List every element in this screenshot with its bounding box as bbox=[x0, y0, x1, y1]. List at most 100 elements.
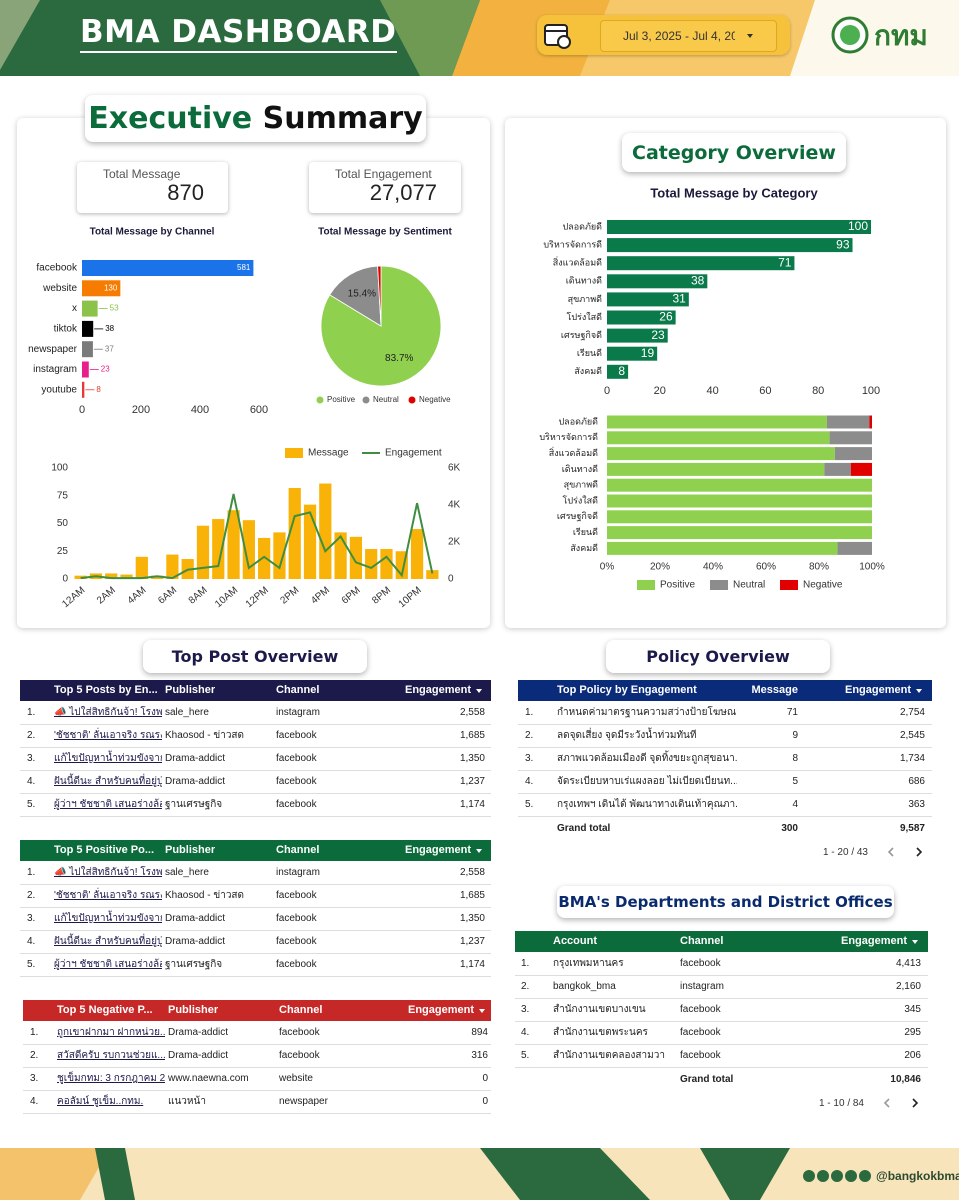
table-cell: sale_here bbox=[165, 867, 209, 878]
footer-shape bbox=[95, 1148, 135, 1200]
chevron[interactable] bbox=[912, 1098, 919, 1108]
table-row: 1. กำหนดค่ามาตรฐานความสว่างป้ายโฆษณา 71 2,7… bbox=[518, 701, 932, 725]
table-cell: facebook bbox=[276, 936, 317, 947]
table-row: 4. สำนักงานเขตพระนคร facebook 295 bbox=[515, 1021, 928, 1045]
table-cell[interactable]: ถูกเขาฝากมา ฝากหน่วย... bbox=[57, 1027, 165, 1038]
column-header[interactable]: Engagement bbox=[380, 840, 485, 861]
social-icon[interactable] bbox=[831, 1170, 843, 1182]
table-cell: facebook bbox=[276, 959, 317, 970]
table-cell: facebook bbox=[680, 1027, 721, 1038]
table-cell: 5. bbox=[27, 959, 36, 970]
bma-emblem bbox=[831, 16, 869, 54]
table-cell[interactable]: 'ชัชชาติ' ลั่นเอาจริง รณรงค์... bbox=[54, 890, 162, 901]
table-cell: Khaosod - ข่าวสด bbox=[165, 890, 245, 901]
total-cell: 300 bbox=[781, 823, 798, 834]
table-cell[interactable]: แก้ไขปัญหาน้ำท่วมขังจาก... bbox=[54, 753, 162, 764]
table-cell: 345 bbox=[904, 1004, 921, 1015]
table-header: Top 5 Negative P... Publisher Channel Engag… bbox=[23, 1000, 491, 1021]
social-icon[interactable] bbox=[803, 1170, 815, 1182]
table-cell[interactable]: ฝันนี้ดีนะ สำหรับคนที่อยู่ปู่... bbox=[54, 936, 162, 947]
table-cell: 4. bbox=[27, 776, 36, 787]
table-cell[interactable]: 'ชัชชาติ' ลั่นเอาจริง รณรงค์... bbox=[54, 730, 162, 741]
table-cell: ฐานเศรษฐกิจ bbox=[165, 799, 223, 810]
next-page[interactable] bbox=[910, 1097, 920, 1109]
footer-handle: @bangkokbma bbox=[876, 1169, 959, 1183]
table-cell: 1. bbox=[525, 707, 534, 718]
table-cell: 3. bbox=[30, 1073, 39, 1084]
prev-page[interactable] bbox=[886, 846, 896, 858]
section-title: Category Overview bbox=[622, 133, 846, 172]
table-cell: 4. bbox=[30, 1096, 39, 1107]
kpi-value: 27,077 bbox=[369, 180, 437, 205]
header-shape bbox=[0, 0, 480, 76]
table-cell: 2. bbox=[27, 730, 36, 741]
chevron[interactable] bbox=[887, 847, 894, 857]
column-header[interactable]: Engagement bbox=[795, 931, 921, 952]
social-icon[interactable] bbox=[859, 1170, 871, 1182]
table-cell[interactable]: 📣 ไปใส่สิทธิกันจ้า! โรงพ... bbox=[54, 707, 162, 718]
table-cell: Drama-addict bbox=[165, 776, 226, 787]
column-header[interactable]: Engagement bbox=[383, 1000, 488, 1021]
chevron[interactable] bbox=[916, 847, 923, 857]
table-row: 4. คอลัมน์ ชูเข็ม..กทม. แนวหน้า newspaper 0 bbox=[23, 1090, 491, 1114]
table-cell[interactable]: ชูเข็มกทม: 3 กรกฎาคม 2... bbox=[57, 1073, 165, 1084]
table-row: 2. ลดจุดเสี่ยง จุดมีระวังน้ำท่วมทันที 9 2,5… bbox=[518, 724, 932, 748]
table-row: 3. สำนักงานเขตบางเขน facebook 345 bbox=[515, 998, 928, 1022]
table-cell: 71 bbox=[786, 707, 798, 718]
table-row: 3. แก้ไขปัญหาน้ำท่วมขังจาก...Drama-addict… bbox=[20, 907, 491, 931]
date-range[interactable]: Jul 3, 2025 - Jul 4, 2025 bbox=[623, 29, 735, 43]
table-cell: facebook bbox=[680, 1004, 721, 1015]
table-cell: instagram bbox=[680, 981, 724, 992]
table-row: 1. 📣 ไปใส่สิทธิกันจ้า! โรงพ... sale_here in… bbox=[20, 701, 491, 725]
date-picker[interactable]: Jul 3, 2025 - Jul 4, 2025 bbox=[600, 20, 777, 52]
table-cell: instagram bbox=[276, 707, 320, 718]
table-cell: 1,174 bbox=[459, 959, 485, 970]
dropdown-arrow[interactable] bbox=[747, 34, 753, 38]
table-cell[interactable]: คอลัมน์ ชูเข็ม..กทม. bbox=[57, 1096, 144, 1107]
column-header: Channel bbox=[276, 844, 320, 856]
table-row: 4. ฝันนี้ดีนะ สำหรับคนที่อยู่ปู่... Drama-… bbox=[20, 930, 491, 954]
column-header: Channel bbox=[680, 935, 724, 947]
table-row: 2. 'ชัชชาติ' ลั่นเอาจริง รณรงค์...Khaosod… bbox=[20, 884, 491, 908]
social-icons bbox=[803, 1170, 871, 1182]
table-cell[interactable]: สวัสดีครับ รบกวนช่วยแ... bbox=[57, 1050, 165, 1061]
table-cell[interactable]: แก้ไขปัญหาน้ำท่วมขังจาก... bbox=[54, 913, 162, 924]
next-page[interactable] bbox=[914, 846, 924, 858]
table-cell: 295 bbox=[904, 1027, 921, 1038]
table-cell[interactable]: ฝันนี้ดีนะ สำหรับคนที่อยู่ปู่... bbox=[54, 776, 162, 787]
social-icon[interactable] bbox=[845, 1170, 857, 1182]
table-cell: facebook bbox=[276, 913, 317, 924]
footer-shape bbox=[480, 1148, 650, 1200]
table-cell: www.naewna.com bbox=[168, 1073, 249, 1084]
table-row: 1. กรุงเทพมหานคร facebook 4,413 bbox=[515, 952, 928, 976]
section-title: BMA's Departments and District Offices bbox=[557, 886, 894, 918]
table-cell[interactable]: 📣 ไปใส่สิทธิกันจ้า! โรงพ... bbox=[54, 867, 162, 878]
table-row: 3. ชูเข็มกทม: 3 กรกฎาคม 2... www.naewna.co… bbox=[23, 1067, 491, 1091]
kpi-card: Total Engagement 27,077 bbox=[309, 162, 461, 213]
table-row: 1. 📣 ไปใส่สิทธิกันจ้า! โรงพ... sale_here in… bbox=[20, 861, 491, 885]
total-cell: Grand total bbox=[680, 1074, 734, 1085]
table-cell: 2,558 bbox=[459, 707, 485, 718]
column-header[interactable]: Engagement bbox=[808, 680, 925, 701]
section-title: Policy Overview bbox=[606, 640, 830, 673]
table-cell: จัดระเบียบหาบเร่แผงลอย ไม่เบียดเบียนท... bbox=[557, 776, 737, 787]
table-cell: 1,350 bbox=[459, 753, 485, 764]
table-cell[interactable]: ผู้ว่าฯ ชัชชาติ เสนอร่างล้อ... bbox=[54, 959, 162, 970]
table-cell: 4. bbox=[521, 1027, 530, 1038]
table-cell: 3. bbox=[525, 753, 534, 764]
prev-page[interactable] bbox=[882, 1097, 892, 1109]
table-cell: 2,545 bbox=[899, 730, 925, 741]
table-cell: facebook bbox=[276, 799, 317, 810]
table-cell[interactable]: ผู้ว่าฯ ชัชชาติ เสนอร่างล้อ... bbox=[54, 799, 162, 810]
kpi-label: Total Message bbox=[103, 167, 181, 181]
chevron[interactable] bbox=[883, 1098, 890, 1108]
table-cell: 1,734 bbox=[899, 753, 925, 764]
column-header[interactable]: Engagement bbox=[380, 680, 485, 701]
table-cell: 5 bbox=[792, 776, 798, 787]
social-icon[interactable] bbox=[817, 1170, 829, 1182]
header-background bbox=[0, 0, 959, 76]
table-cell: 2,754 bbox=[899, 707, 925, 718]
table-cell: 1,237 bbox=[459, 776, 485, 787]
table-cell: 4. bbox=[525, 776, 534, 787]
table-cell: 3. bbox=[27, 913, 36, 924]
